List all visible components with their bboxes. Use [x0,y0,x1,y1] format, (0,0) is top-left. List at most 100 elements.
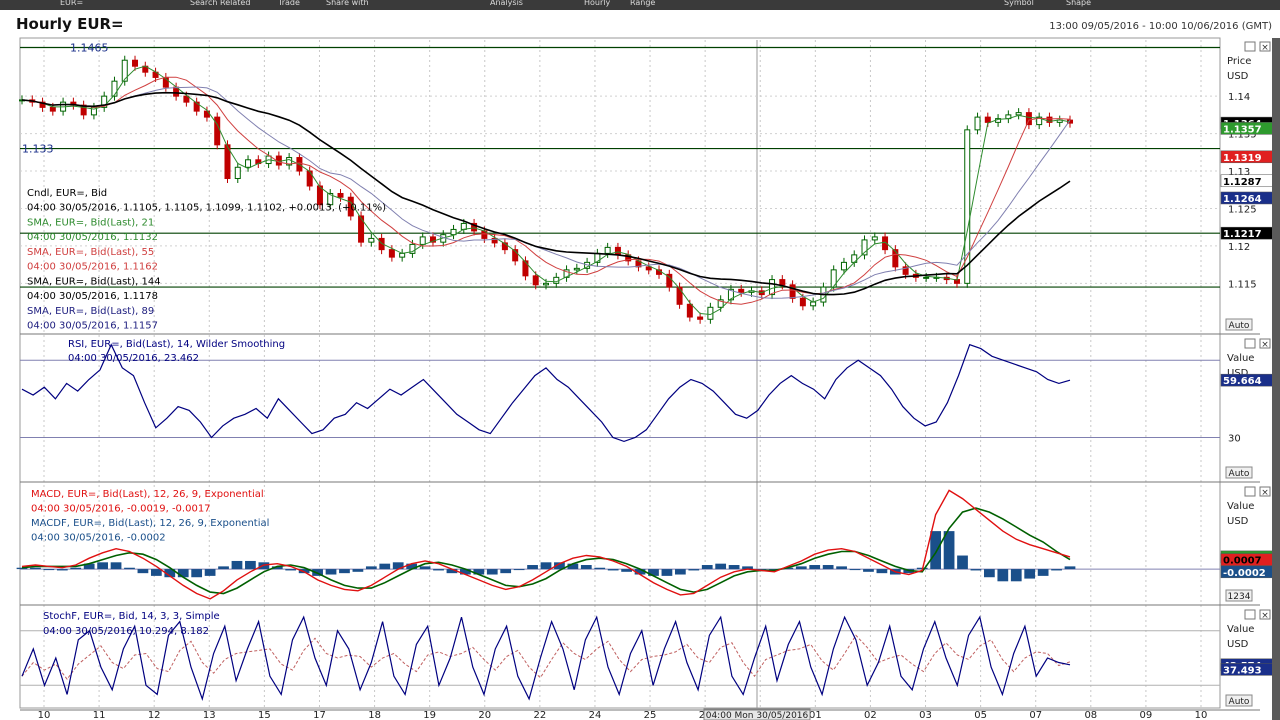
symbol-field[interactable]: EUR= [60,0,84,7]
legend-value: 04:00 30/05/2016, 23.462 [68,353,199,364]
x-tick-label: 03 [919,710,932,720]
macdf-bar [822,565,834,570]
legend-label: SMA, EUR=, Bid(Last), 89 [27,306,154,317]
price-tag-text: 1.1264 [1223,194,1262,205]
macdf-bar [863,569,874,572]
candle-body [429,236,436,243]
candle-body [676,286,683,305]
macdf-bar [352,569,364,572]
stoch-tag-text: 37.493 [1223,665,1262,676]
panel-close-button[interactable] [1259,41,1271,52]
macdf-bar [688,569,700,571]
panel-minimize-button[interactable] [1244,41,1256,52]
panel-close-button[interactable] [1259,486,1271,497]
candle-body [512,249,519,262]
macdf-bar [836,566,847,570]
candle-body [614,246,621,256]
trade-button[interactable]: Trade [278,0,300,7]
y-axis-title: Price [1227,56,1251,67]
candle-body [368,237,375,243]
candle-body [39,101,46,108]
shape-button[interactable]: Shape [1066,0,1092,7]
candle-body [779,279,786,286]
macdf-bar [1064,566,1076,570]
share-button[interactable]: Share with [326,0,369,7]
candle-body [645,266,652,271]
price-tag-text: 1.1357 [1223,124,1262,135]
macdf-bar [231,560,243,570]
macdf-bar [97,562,108,570]
search-related-button[interactable]: Search Related [190,0,251,7]
panel-close-button[interactable] [1259,609,1271,620]
panel-close-button[interactable] [1259,338,1271,349]
panel-minimize-button[interactable] [1244,338,1256,349]
symbol-button[interactable]: Symbol [1004,0,1034,7]
x-tick-label: 05 [974,710,987,720]
candle-body [769,279,776,296]
macdf-bar [379,563,391,570]
hourly-button[interactable]: Hourly [584,0,611,7]
macdf-bar [876,569,888,574]
macdf-bar [124,567,135,570]
macdf-bar [1010,569,1022,582]
close-icon: × [1261,611,1269,621]
auto-scale-label: Auto [1229,321,1250,331]
legend-label: MACDF, EUR=, Bid(Last), 12, 26, 9, Expon… [31,518,269,529]
macdf-bar [540,562,552,570]
legend-label: StochF, EUR=, Bid, 14, 3, 3, Simple [43,611,220,622]
candle-body [738,288,745,293]
macdf-bar [460,569,471,575]
y-axis-title: Value [1227,624,1254,635]
chart-header: Hourly EUR= 13:00 09/05/2016 - 10:00 10/… [0,10,1280,38]
x-tick-label: 12 [148,710,161,720]
auto-scale-button[interactable] [1225,694,1253,707]
candle-body [388,249,395,258]
candle-body [337,192,344,198]
candle-body [532,275,539,286]
candle-body [902,266,909,275]
macdf-bar [16,567,28,570]
auto-scale-button[interactable] [1225,589,1253,602]
analysis-button[interactable]: Analysis [490,0,523,7]
plot-frame [19,37,1221,709]
candle-body [882,236,889,251]
auto-scale-button[interactable] [1225,466,1253,479]
macdf-bar [500,569,512,574]
y-tick-label: 1.125 [1228,204,1257,215]
legend-value: 04:00 30/05/2016, 1.1132 [27,232,158,243]
macdf-bar [634,569,646,575]
candle-body [193,101,200,112]
macdf-bar [527,565,538,570]
panel-minimize-button[interactable] [1244,486,1256,497]
level-label: 1.133 [22,143,54,156]
candle-body [245,159,252,168]
x-tick-label: 13 [203,710,216,720]
candle-body [399,252,406,258]
scrollbar[interactable] [1272,38,1280,720]
x-tick-label: 20 [478,710,491,720]
panel-minimize-button[interactable] [1244,609,1256,620]
macdf-bar [177,569,189,578]
range-button[interactable]: Range [630,0,656,7]
candle-body [984,116,991,123]
auto-scale-button[interactable] [1225,318,1253,331]
macdf-bar [446,569,458,574]
y-axis-title: Value [1227,353,1254,364]
candle-body [80,104,87,116]
y-axis-title: Value [1227,501,1254,512]
macdf-bar [30,567,41,570]
macdf-bar [419,566,431,570]
candle-body [501,242,508,251]
macdf-bar [661,569,673,576]
candle-body [604,246,611,254]
candle-body [789,284,796,299]
candle-body [697,316,704,320]
macdf-bar [433,569,444,571]
candle-body [224,144,231,180]
y-tick-label: 1.115 [1228,279,1257,290]
macdf-bar [1037,569,1049,576]
macd-signal-line [21,507,1071,595]
y-tick-label: 1.135 [1228,130,1257,141]
candle-body [183,95,190,103]
